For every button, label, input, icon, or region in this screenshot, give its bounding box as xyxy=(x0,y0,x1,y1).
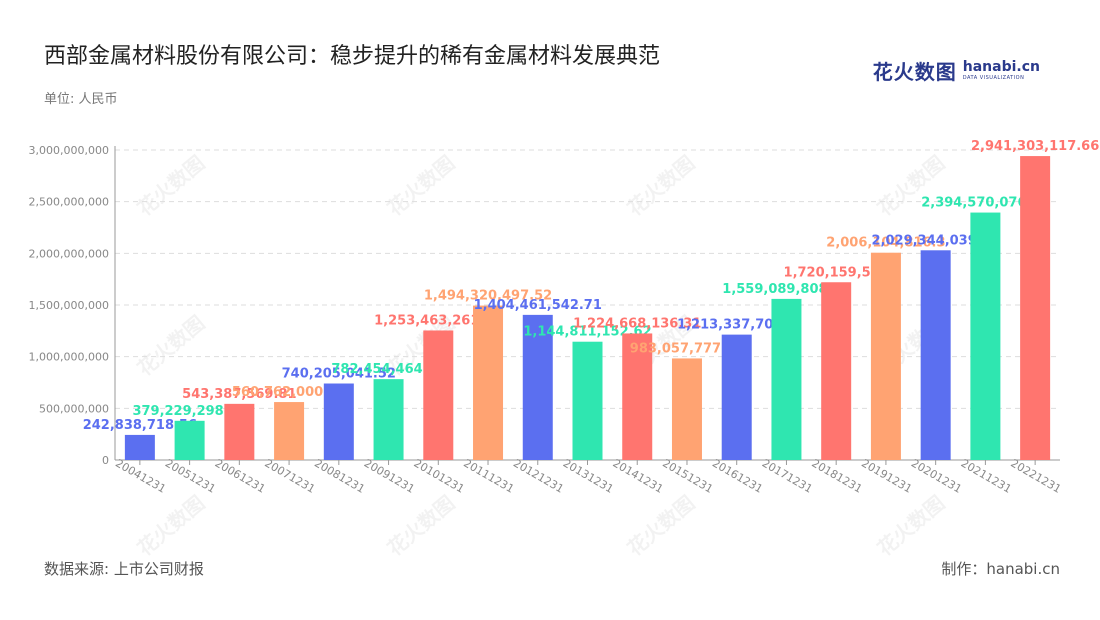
x-tick-label: 20121231 xyxy=(511,457,566,496)
x-tick-label: 20041231 xyxy=(113,457,168,496)
bar xyxy=(671,358,702,460)
y-tick-label: 2,500,000,000 xyxy=(29,196,109,209)
x-tick-label: 20071231 xyxy=(262,457,317,496)
x-tick-label: 20051231 xyxy=(163,457,218,496)
data-label: 1,144,811,152.62 xyxy=(523,325,651,340)
data-label: 1,253,463,261.92 xyxy=(374,313,502,328)
x-tick-label: 20211231 xyxy=(959,457,1014,496)
bar xyxy=(522,314,553,460)
x-tick-label: 20221231 xyxy=(1008,457,1063,496)
bar xyxy=(224,403,255,460)
data-label: 560,762,000.79 xyxy=(232,385,346,400)
brand-en-block: hanabi.cn DATA VISUALIZATION xyxy=(963,60,1040,81)
brand-sub-text: DATA VISUALIZATION xyxy=(962,75,1025,81)
bar xyxy=(721,334,752,460)
data-label: 740,205,041.52 xyxy=(282,367,396,382)
data-label: 379,229,298.26 xyxy=(132,404,246,419)
bar xyxy=(1020,156,1051,460)
y-tick-label: 1,500,000,000 xyxy=(29,299,109,312)
data-label: 1,213,337,701.7 xyxy=(677,318,796,333)
x-tick-label: 20081231 xyxy=(312,457,367,496)
y-tick-label: 1,000,000,000 xyxy=(29,351,109,364)
y-tick-label: 0 xyxy=(102,454,109,467)
data-label: 2,941,303,117.66 xyxy=(971,139,1099,154)
data-label: 2,006,104,816.3 xyxy=(826,236,945,251)
data-label: 1,224,668,136.31 xyxy=(573,316,701,331)
data-label: 1,720,159,583 xyxy=(784,265,889,280)
unit-label: 单位: 人民币 xyxy=(44,92,118,107)
data-label: 1,494,320,497.52 xyxy=(424,289,552,304)
bar xyxy=(473,305,504,460)
y-tick-label: 3,000,000,000 xyxy=(29,144,109,157)
data-label: 983,057,777.29 xyxy=(630,341,744,356)
x-tick-label: 20101231 xyxy=(412,457,467,496)
data-label: 1,559,089,808.63 xyxy=(722,282,850,297)
bar xyxy=(821,282,852,460)
y-tick-label: 500,000,000 xyxy=(39,402,109,415)
brand-en-text: hanabi.cn xyxy=(962,59,1040,75)
x-tick-label: 20131231 xyxy=(561,457,616,496)
data-source: 数据来源: 上市公司财报 xyxy=(44,560,204,578)
bar xyxy=(771,298,802,460)
bar xyxy=(274,402,305,460)
bar xyxy=(870,252,901,460)
x-tick-label: 20171231 xyxy=(760,457,815,496)
x-tick-label: 20111231 xyxy=(461,457,516,496)
bar xyxy=(323,383,354,460)
bar xyxy=(970,212,1001,460)
data-label: 242,838,718.56 xyxy=(83,418,197,433)
data-label: 782,454,464.90 xyxy=(331,362,445,377)
x-tick-label: 20161231 xyxy=(710,457,765,496)
bar xyxy=(920,250,951,460)
x-tick-label: 20151231 xyxy=(660,457,715,496)
data-label: 2,029,344,039.81 xyxy=(872,233,1000,248)
x-tick-label: 20181231 xyxy=(809,457,864,496)
maker-credit: 制作：hanabi.cn xyxy=(941,560,1060,578)
brand-cn-text: 花火数图 xyxy=(872,60,957,84)
brand-logo: 花火数图 hanabi.cn DATA VISUALIZATION xyxy=(873,56,1040,85)
x-tick-label: 20061231 xyxy=(213,457,268,496)
x-tick-label: 20201231 xyxy=(909,457,964,496)
data-label: 1,404,461,542.71 xyxy=(474,298,602,313)
bar xyxy=(622,333,653,460)
bar xyxy=(423,330,454,460)
data-label: 543,387,569.81 xyxy=(182,387,296,402)
bar xyxy=(124,434,155,460)
bar xyxy=(174,420,205,460)
bar xyxy=(572,341,603,460)
x-tick-label: 20191231 xyxy=(859,457,914,496)
x-tick-label: 20141231 xyxy=(610,457,665,496)
bar xyxy=(373,379,404,460)
chart-title: 西部金属材料股份有限公司：稳步提升的稀有金属材料发展典范 xyxy=(44,44,661,69)
data-label: 2,394,570,076.87 xyxy=(921,196,1049,211)
y-tick-label: 2,000,000,000 xyxy=(29,247,109,260)
x-tick-label: 20091231 xyxy=(362,457,417,496)
